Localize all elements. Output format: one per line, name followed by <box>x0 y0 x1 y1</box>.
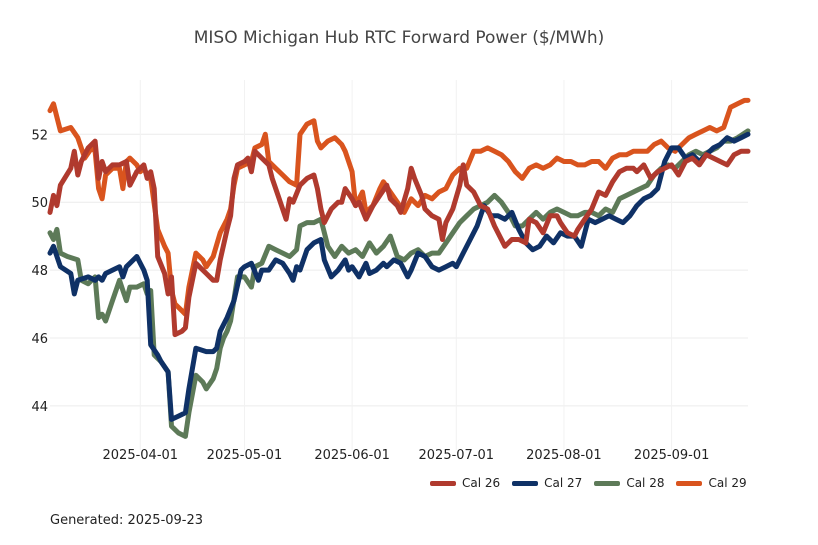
legend-swatch <box>676 480 703 486</box>
legend-label: Cal 28 <box>626 476 665 490</box>
generated-footer: Generated: 2025-09-23 <box>50 513 204 528</box>
x-tick-label: 2025-09-01 <box>634 448 710 463</box>
legend-item: Cal 26 <box>430 476 500 490</box>
x-tick-label: 2025-07-01 <box>419 448 495 463</box>
legend: Cal 26 Cal 27 Cal 28 Cal 29 <box>430 476 747 490</box>
legend-swatch <box>430 480 456 486</box>
chart-title: MISO Michigan Hub RTC Forward Power ($/M… <box>193 28 605 48</box>
x-tick-label: 2025-05-01 <box>207 448 283 463</box>
series-line-cal-28 <box>47 128 751 439</box>
legend-item: Cal 27 <box>512 476 582 490</box>
y-tick-label: 46 <box>31 332 48 347</box>
y-axis-ticks: 44 46 48 50 52 <box>31 128 48 415</box>
x-tick-label: 2025-04-01 <box>103 448 179 463</box>
y-tick-label: 52 <box>31 128 48 143</box>
legend-label: Cal 29 <box>708 476 747 490</box>
y-tick-label: 48 <box>31 264 48 279</box>
legend-item: Cal 29 <box>676 476 747 490</box>
y-tick-label: 44 <box>31 400 48 415</box>
x-tick-label: 2025-08-01 <box>526 448 602 463</box>
series-line-cal-26 <box>47 138 751 338</box>
x-tick-label: 2025-06-01 <box>314 448 390 463</box>
y-tick-label: 50 <box>31 196 48 211</box>
legend-label: Cal 26 <box>462 476 501 490</box>
legend-label: Cal 27 <box>544 476 583 490</box>
legend-swatch <box>512 480 539 486</box>
legend-item: Cal 28 <box>594 476 664 490</box>
series-lines <box>47 97 751 439</box>
x-axis-ticks: 2025-04-01 2025-05-01 2025-06-01 2025-07-01… <box>103 448 710 463</box>
series-line-cal-27 <box>47 131 751 422</box>
legend-swatch <box>594 480 621 486</box>
